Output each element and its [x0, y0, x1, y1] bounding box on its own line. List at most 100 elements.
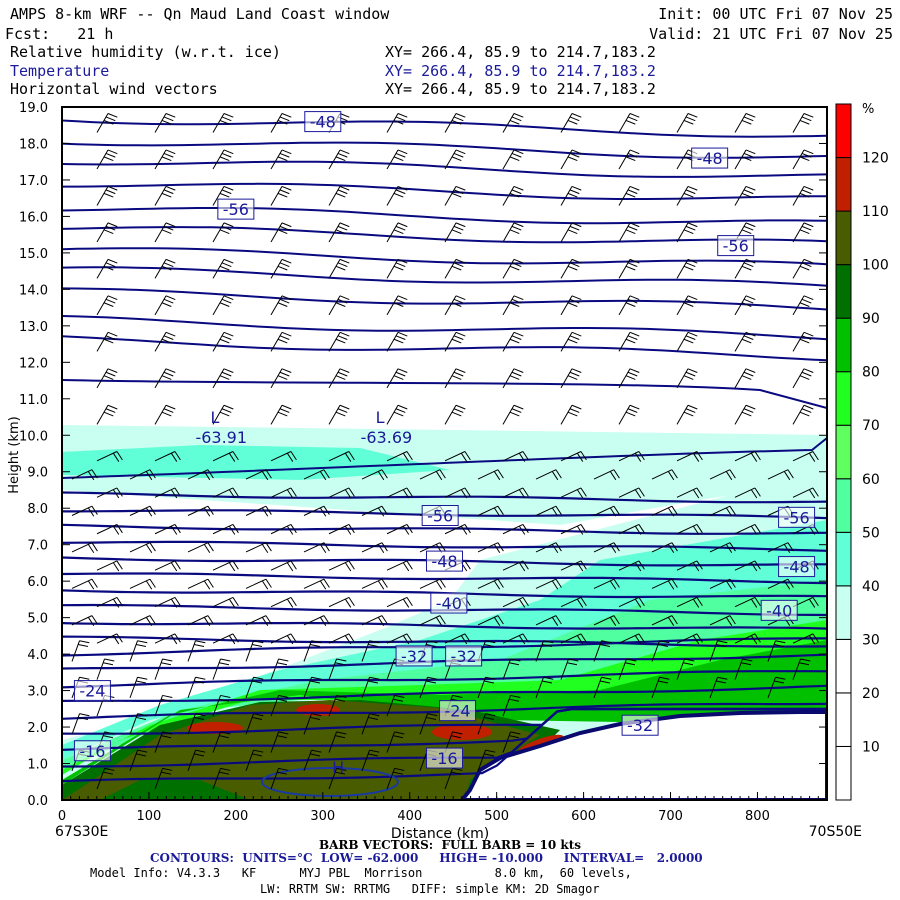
wind-barb [270, 149, 292, 170]
colorbar: % 10 20 30 40 50 60 70 80 90 100 110 120 [835, 102, 889, 801]
wind-barb [618, 368, 640, 389]
wind-barb [303, 749, 322, 771]
wind-barb [618, 258, 640, 279]
colorbar-swatch [835, 478, 852, 533]
contour-label-text: -32 [401, 647, 427, 666]
isotherm [62, 670, 827, 689]
wind-barb [676, 658, 695, 680]
colorbar-swatch [835, 157, 852, 212]
wind-barb [270, 258, 292, 279]
wind-barb [709, 676, 728, 699]
wind-barb [709, 640, 728, 662]
isotherm [62, 207, 827, 225]
wind-barb [361, 713, 380, 735]
wind-barb [71, 713, 90, 735]
wind-barb [734, 404, 756, 425]
wind-barb [560, 113, 582, 133]
wind-barb [651, 505, 678, 517]
colorbar-label: 70 [862, 418, 880, 434]
wind-barb [618, 560, 645, 572]
wind-barb [444, 113, 466, 133]
wind-barb [71, 640, 90, 662]
wind-barb [270, 451, 297, 462]
extremum-value: -63.69 [361, 428, 413, 447]
wind-barb [560, 331, 582, 352]
wind-barb [245, 640, 264, 662]
wind-barb [212, 258, 234, 279]
wind-barb [154, 113, 176, 133]
wind-barb [560, 658, 579, 680]
wind-barb [651, 542, 678, 554]
wind-barb [444, 149, 466, 170]
wind-barb [444, 295, 466, 316]
contour-label: -48 [691, 147, 729, 169]
wind-barb [154, 368, 176, 389]
wind-barb [212, 560, 239, 572]
wind-barb [676, 295, 698, 316]
y-tick-label: 16.0 [19, 210, 48, 225]
wind-barb [187, 615, 214, 626]
colorbar-swatch [835, 585, 852, 640]
wind-barb [618, 658, 637, 680]
contour-label: -56 [778, 506, 816, 528]
wind-barb [386, 731, 405, 753]
wind-barb [618, 222, 640, 243]
wind-barb [444, 451, 471, 462]
contour-label-text: -48 [697, 149, 723, 168]
extremum-value: -63.91 [195, 428, 247, 447]
wind-barb [618, 295, 640, 316]
wind-barb [361, 505, 388, 517]
isotherm [62, 707, 827, 783]
x-tick-label: 200 [223, 809, 248, 824]
colorbar-label: 40 [862, 579, 880, 595]
colorbar-swatch [835, 638, 852, 694]
contour-label: -32 [621, 714, 659, 736]
contour-label: -40 [760, 599, 798, 621]
isotherm [62, 491, 827, 504]
wind-barb [651, 615, 678, 626]
wind-barb [560, 523, 587, 535]
isotherm [62, 437, 827, 479]
wind-barb [154, 487, 181, 499]
wind-barb [187, 640, 206, 662]
right-endpoint: 70S50E [809, 824, 862, 840]
contour-label-text: -24 [79, 682, 105, 701]
wind-barb [792, 633, 819, 645]
wind-barb [618, 633, 645, 645]
wind-barb [792, 658, 811, 680]
y-tick-label: 6.0 [27, 575, 48, 590]
wind-barb [734, 658, 753, 680]
wind-barb [96, 149, 118, 170]
wind-barb [593, 505, 620, 517]
wind-barb [154, 185, 176, 206]
wind-barb [361, 578, 388, 590]
wind-barb [129, 615, 156, 626]
contour-label: -16 [426, 747, 463, 769]
y-tick-label: 7.0 [27, 539, 48, 554]
contour-label-text: -16 [431, 749, 457, 768]
colorbar-label: 20 [862, 686, 880, 702]
footer: BARB VECTORS: FULL BARB = 10 kts CONTOUR… [90, 838, 703, 896]
wind-barb [270, 560, 297, 572]
left-endpoint: 67S30E [55, 824, 108, 840]
wind-barb [386, 596, 413, 608]
wind-barb [270, 731, 289, 753]
wind-barb [651, 676, 670, 699]
wind-barb [560, 560, 587, 572]
wind-barb [154, 560, 181, 572]
field-temperature: Temperature [10, 62, 109, 80]
wind-barb [444, 633, 471, 645]
wind-barb [154, 404, 176, 425]
wind-barb [129, 469, 156, 481]
rh-max-2 [296, 704, 340, 716]
wind-barb [734, 295, 756, 316]
wind-barb [593, 615, 620, 626]
wind-barb [245, 615, 272, 626]
y-tick-label: 13.0 [19, 320, 48, 335]
wind-barb [328, 658, 347, 680]
wind-barb [560, 258, 582, 279]
wind-barb [502, 560, 529, 572]
wind-barb [734, 331, 756, 352]
contour-labels: -48 -48 -56 -56 -56 -56 -48 -48 -40 -40 -32 -32 -24 -… [73, 111, 816, 777]
